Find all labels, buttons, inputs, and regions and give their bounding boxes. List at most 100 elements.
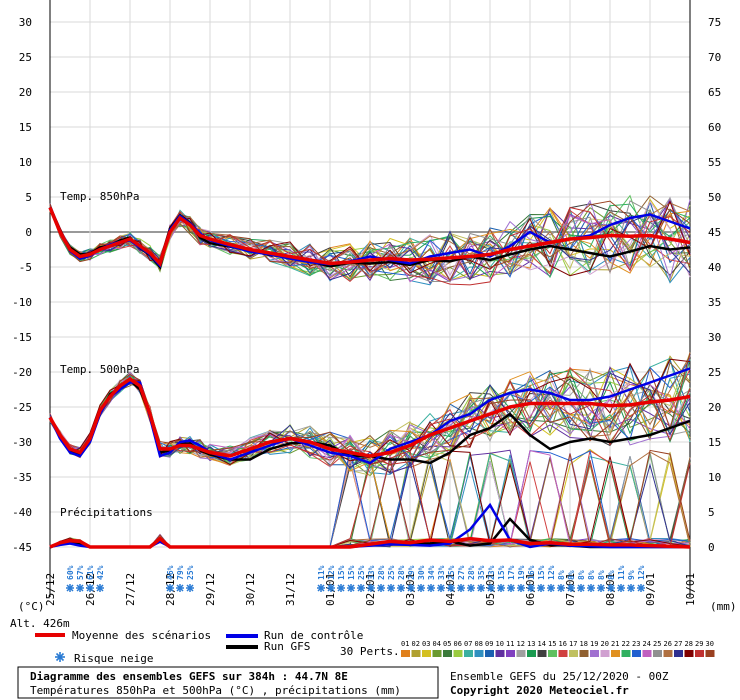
snowflake-icon — [557, 584, 565, 592]
snowflake-icon — [96, 584, 104, 592]
snow-risk-value: 15% — [337, 565, 346, 580]
snow-risk-value: 9% — [627, 570, 636, 580]
snowflake-icon — [407, 584, 415, 592]
right-tick-label: 70 — [708, 51, 721, 64]
right-tick-label: 55 — [708, 156, 721, 169]
member-number: 06 — [454, 640, 462, 648]
snowflake-icon — [166, 584, 174, 592]
right-tick-label: 25 — [708, 366, 721, 379]
right-tick-label: 75 — [708, 16, 721, 29]
member-color-swatch — [411, 650, 421, 657]
member-number: 29 — [695, 640, 703, 648]
snow-risk-value: 42% — [96, 565, 105, 580]
right-tick-label: 5 — [708, 506, 715, 519]
member-number: 28 — [685, 640, 693, 648]
right-tick-label: 20 — [708, 401, 721, 414]
snowflake-icon — [357, 584, 365, 592]
snow-risk-value: 15% — [537, 565, 546, 580]
main-series — [48, 206, 691, 549]
x-date-label: 27/12 — [124, 573, 137, 606]
snow-risk-value: 25% — [387, 565, 396, 580]
snowflake-icon — [567, 584, 575, 592]
snowflake-icon — [507, 584, 515, 592]
snowflake-icon — [55, 652, 65, 662]
member-number: 21 — [611, 640, 619, 648]
snow-risk-value: 16% — [527, 565, 536, 580]
member-color-swatch — [464, 650, 473, 657]
run-info: Ensemble GEFS du 25/12/2020 - 00Z — [450, 670, 669, 683]
snowflake-icon — [577, 584, 585, 592]
snow-risk-value: 28% — [467, 565, 476, 580]
snowflake-icon — [607, 584, 615, 592]
snow-risk-value: 35% — [477, 565, 486, 580]
snowflake-icon — [186, 584, 194, 592]
altitude-label: Alt. 426m — [10, 617, 70, 630]
member-color-swatch — [642, 650, 652, 657]
member-color-swatch — [621, 650, 631, 657]
label-t500: Temp. 500hPa — [60, 363, 139, 376]
snow-risk-value: 57% — [76, 565, 85, 580]
snowflake-icon — [317, 584, 325, 592]
legend-gfs-label: Run GFS — [264, 640, 310, 653]
member-number: 30 — [706, 640, 714, 648]
snow-risk-value: 28% — [397, 565, 406, 580]
member-color-swatch — [611, 650, 620, 657]
left-axis-ticks: 30 25 20 15 10 5 0 -5 -10 -15 -20 -25 -30 -35 -40 -45 — [12, 16, 32, 554]
member-color-swatch — [548, 650, 557, 657]
right-tick-label: 15 — [708, 436, 721, 449]
snowflake-icon — [627, 584, 635, 592]
right-tick-label: 50 — [708, 191, 721, 204]
snowflake-icon — [587, 584, 595, 592]
member-number: 08 — [475, 640, 483, 648]
snowflake-icon — [76, 584, 84, 592]
right-tick-label: 65 — [708, 86, 721, 99]
left-tick-label: -20 — [12, 366, 32, 379]
member-line — [49, 203, 691, 281]
member-number: 12 — [517, 640, 525, 648]
snowflake-icon — [467, 584, 475, 592]
right-unit-label: (mm) — [710, 600, 737, 613]
member-color-swatch — [432, 650, 442, 657]
member-line — [49, 206, 691, 286]
snow-risk-value: 61% — [86, 565, 95, 580]
snow-risk-value: 33% — [367, 565, 376, 580]
member-number: 27 — [674, 640, 682, 648]
snowflake-icon — [537, 584, 545, 592]
snow-risk-value: 15% — [497, 565, 506, 580]
right-tick-label: 35 — [708, 296, 721, 309]
member-number: 20 — [601, 640, 609, 648]
member-color-swatch — [401, 650, 410, 657]
member-number: 16 — [559, 640, 567, 648]
snow-risk-value: 29% — [407, 565, 416, 580]
label-precip: Précipitations — [60, 506, 153, 519]
snowflake-icon — [176, 584, 184, 592]
member-number: 17 — [569, 640, 577, 648]
snowflake-icon — [527, 584, 535, 592]
x-date-label: 30/12 — [244, 573, 257, 606]
chart-title: Diagramme des ensembles GEFS sur 384h : … — [30, 670, 348, 683]
member-number: 24 — [643, 640, 651, 648]
member-color-swatch — [674, 650, 683, 657]
snow-risk-value: 8% — [607, 570, 616, 580]
copyright: Copyright 2020 Meteociel.fr — [450, 684, 629, 697]
left-tick-label: 10 — [19, 156, 32, 169]
member-number: 07 — [464, 640, 472, 648]
snowflake-icon — [617, 584, 625, 592]
member-color-swatch — [485, 650, 494, 657]
member-number: 19 — [590, 640, 598, 648]
member-number: 14 — [538, 640, 546, 648]
snowflake-icon — [417, 584, 425, 592]
member-number: 04 — [433, 640, 441, 648]
member-color-swatch — [537, 650, 547, 657]
member-color-swatch — [632, 650, 641, 657]
member-color-swatch — [663, 650, 673, 657]
snowflake-icon — [447, 584, 455, 592]
snowflake-icon — [327, 584, 335, 592]
member-color-swatch — [684, 650, 694, 657]
snowflake-icon — [387, 584, 395, 592]
member-color-swatch — [590, 650, 599, 657]
member-number: 15 — [548, 640, 556, 648]
left-tick-label: 25 — [19, 51, 32, 64]
snow-risk-value: 17% — [507, 565, 516, 580]
